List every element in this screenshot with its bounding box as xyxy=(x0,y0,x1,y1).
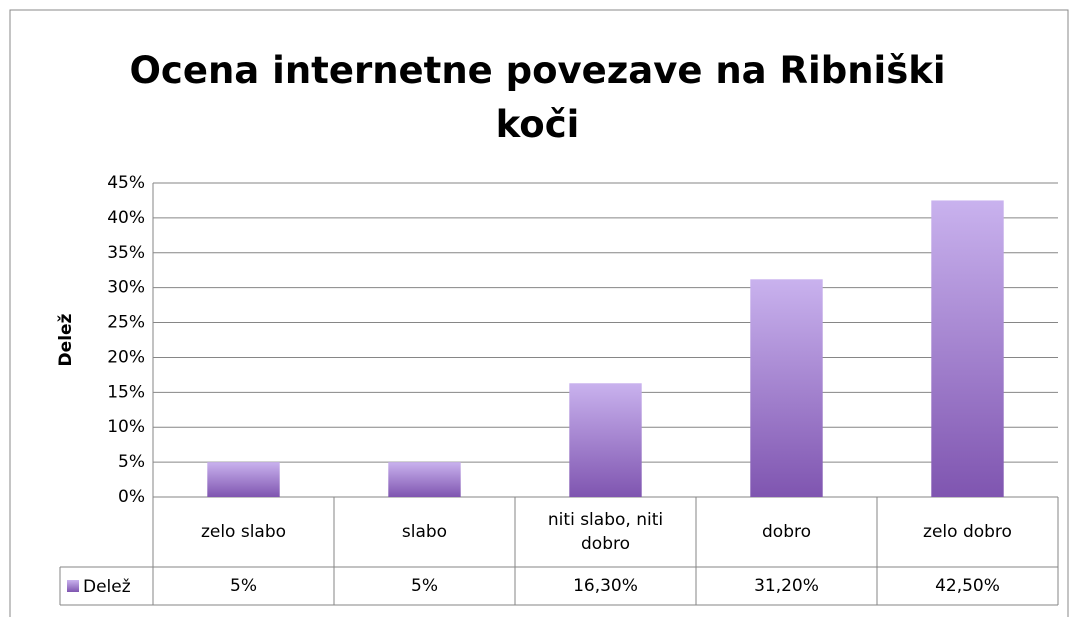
bar xyxy=(388,462,461,497)
y-tick-label: 30% xyxy=(107,278,145,298)
bar xyxy=(207,462,280,497)
y-tick-label: 0% xyxy=(118,487,145,507)
bar xyxy=(569,383,642,497)
legend-swatch xyxy=(67,580,79,592)
y-tick-label: 5% xyxy=(118,452,145,472)
category-label: zelo slabo xyxy=(200,522,287,542)
data-label: 5% xyxy=(411,576,438,596)
data-label: 42,50% xyxy=(935,576,1000,596)
bar xyxy=(931,200,1004,497)
y-axis-title: Delež xyxy=(56,313,76,366)
data-label: 31,20% xyxy=(754,576,819,596)
category-label: dobro xyxy=(762,522,811,542)
y-tick-label: 45% xyxy=(107,173,145,193)
y-tick-label: 40% xyxy=(107,208,145,228)
y-tick-label: 35% xyxy=(107,243,145,263)
category-label: niti slabo, niti dobro xyxy=(547,510,664,554)
chart-frame xyxy=(9,9,1069,617)
chart-title: Ocena internetne povezave na Ribniški ko… xyxy=(129,49,946,146)
legend-label: Delež xyxy=(83,577,131,597)
data-label: 16,30% xyxy=(573,576,638,596)
y-tick-label: 25% xyxy=(107,313,145,333)
y-tick-label: 10% xyxy=(107,417,145,437)
y-tick-label: 15% xyxy=(107,382,145,402)
y-tick-label: 20% xyxy=(107,347,145,367)
category-label: zelo dobro xyxy=(923,522,1012,542)
category-label: slabo xyxy=(401,522,448,542)
bar xyxy=(750,279,823,497)
data-label: 5% xyxy=(230,576,257,596)
